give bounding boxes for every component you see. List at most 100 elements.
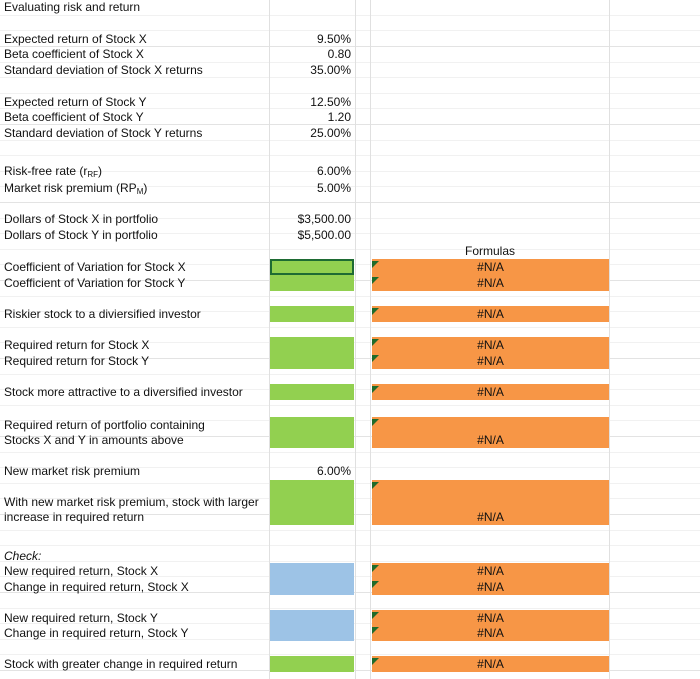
column-line	[609, 0, 610, 679]
row-label: Check:	[4, 549, 42, 563]
input-cell	[270, 417, 354, 448]
comment-marker	[372, 565, 379, 572]
comment-marker	[372, 581, 379, 588]
input-value: 35.00%	[310, 63, 351, 77]
input-cell	[270, 625, 354, 641]
formula-result: #N/A	[477, 307, 504, 321]
formula-result: #N/A	[477, 657, 504, 671]
row-label: Change in required return, Stock X	[4, 580, 189, 594]
input-cell	[270, 384, 354, 400]
label-end: )	[143, 181, 148, 195]
subscript: RF	[87, 170, 99, 179]
formula-cell	[372, 384, 609, 400]
input-value: 12.50%	[310, 95, 351, 109]
formula-cell	[372, 353, 609, 369]
comment-marker	[372, 308, 379, 315]
input-value: 6.00%	[316, 164, 351, 178]
input-cell	[270, 353, 354, 369]
formula-result: #N/A	[477, 433, 504, 447]
comment-marker	[372, 627, 379, 634]
column-line	[370, 0, 371, 679]
row-label: New required return, Stock Y	[4, 611, 158, 625]
formula-cell	[372, 275, 609, 291]
input-value: 0.80	[327, 47, 351, 61]
row-label: Required return for Stock X	[4, 338, 150, 352]
label-end: )	[98, 164, 103, 178]
comment-marker	[372, 339, 379, 346]
formula-cell	[372, 563, 609, 579]
row-label: Stocks X and Y in amounts above	[4, 433, 184, 447]
column-line	[269, 0, 270, 679]
comment-marker	[372, 261, 379, 268]
formula-result: #N/A	[477, 626, 504, 640]
input-value: 1.20	[327, 110, 351, 124]
formula-result: #N/A	[477, 510, 504, 524]
formula-result: #N/A	[477, 564, 504, 578]
formula-cell	[372, 625, 609, 641]
comment-marker	[372, 277, 379, 284]
row-label: Required return of portfolio containing	[4, 418, 205, 432]
comment-marker	[372, 419, 379, 426]
row-label: Expected return of Stock Y	[4, 95, 147, 109]
input-cell	[270, 259, 354, 275]
input-cell	[270, 480, 354, 525]
input-cell	[270, 337, 354, 353]
input-value: 9.50%	[316, 32, 351, 46]
row-label: Required return for Stock Y	[4, 354, 150, 368]
input-cell	[270, 579, 354, 595]
row-label: Coefficient of Variation for Stock Y	[4, 276, 186, 290]
formula-cell	[372, 337, 609, 353]
row-label: With new market risk premium, stock with…	[4, 495, 259, 509]
row-label: Beta coefficient of Stock X	[4, 47, 144, 61]
formula-cell	[372, 610, 609, 626]
formula-cell	[372, 259, 609, 275]
formula-result: #N/A	[477, 338, 504, 352]
row-label: Riskier stock to a diviersified investor	[4, 307, 201, 321]
formula-result: #N/A	[477, 385, 504, 399]
row-label: Stock more attractive to a diversified i…	[4, 385, 243, 399]
formula-result: #N/A	[477, 276, 504, 290]
input-value: $5,500.00	[297, 228, 351, 242]
formula-result: #N/A	[477, 354, 504, 368]
comment-marker	[372, 386, 379, 393]
column-line	[355, 0, 356, 679]
input-value: 5.00%	[316, 181, 351, 195]
row-label: Stock with greater change in required re…	[4, 657, 238, 671]
row-label: Expected return of Stock X	[4, 32, 147, 46]
formula-cell	[372, 656, 609, 672]
row-label: increase in required return	[4, 510, 145, 524]
comment-marker	[372, 355, 379, 362]
formula-cell	[372, 417, 609, 448]
input-cell	[270, 306, 354, 322]
sheet-title: Evaluating risk and return	[4, 0, 141, 14]
row-label: Beta coefficient of Stock Y	[4, 110, 144, 124]
row-label: Coefficient of Variation for Stock X	[4, 260, 186, 274]
input-cell	[270, 275, 354, 291]
row-label: Dollars of Stock Y in portfolio	[4, 228, 158, 242]
input-value: 6.00%	[316, 464, 351, 478]
row-label: Change in required return, Stock Y	[4, 626, 189, 640]
comment-marker	[372, 658, 379, 665]
input-value: $3,500.00	[297, 212, 351, 226]
formula-result: #N/A	[477, 580, 504, 594]
input-cell	[270, 610, 354, 626]
row-label: Standard deviation of Stock X returns	[4, 63, 203, 77]
row-label: Risk-free rate (rRF)	[4, 164, 103, 179]
row-label: Dollars of Stock X in portfolio	[4, 212, 159, 226]
formula-cell	[372, 306, 609, 322]
formula-result: #N/A	[477, 611, 504, 625]
row-label: New required return, Stock X	[4, 564, 159, 578]
row-label: Market risk premium (RPM)	[4, 181, 148, 196]
row-label: New market risk premium	[4, 464, 141, 478]
formula-cell	[372, 480, 609, 525]
input-value: 25.00%	[310, 126, 351, 140]
comment-marker	[372, 482, 379, 489]
row-label: Standard deviation of Stock Y returns	[4, 126, 203, 140]
formula-result: #N/A	[477, 260, 504, 274]
comment-marker	[372, 612, 379, 619]
input-cell	[270, 563, 354, 579]
formulas-header: Formulas	[464, 244, 515, 258]
subscript: M	[136, 187, 144, 196]
input-cell	[270, 656, 354, 672]
